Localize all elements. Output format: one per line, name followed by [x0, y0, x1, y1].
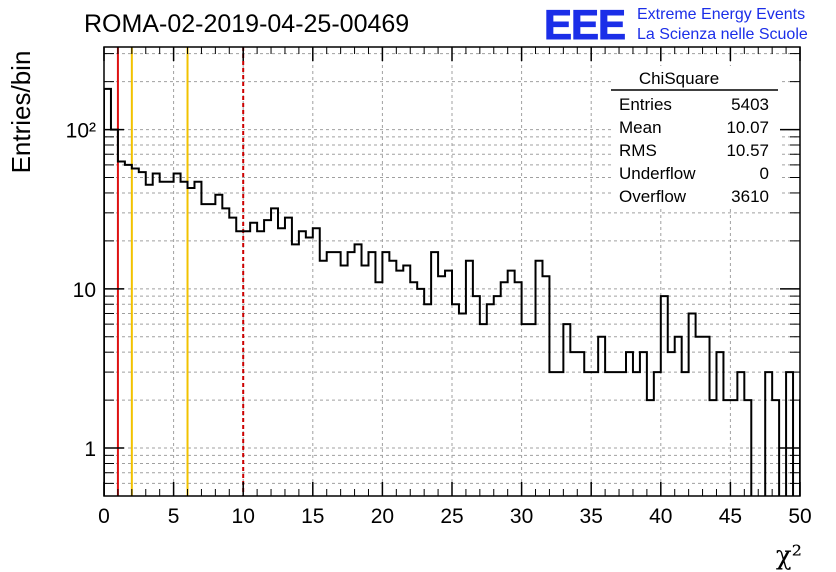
stats-label: Entries: [619, 95, 672, 114]
chart-title: ROMA-02-2019-04-25-00469: [84, 10, 409, 38]
stats-label: Underflow: [619, 164, 696, 183]
y-tick-label: 10²: [66, 120, 96, 143]
x-tick-label: 25: [440, 505, 463, 528]
stats-box: ChiSquare Entries 5403 Mean 10.07 RMS 10.57 Un…: [611, 66, 779, 206]
x-tick-label: 30: [510, 505, 533, 528]
stats-box-title: ChiSquare: [639, 69, 719, 88]
y-tick-label: 1: [84, 438, 96, 461]
x-tick-label: 5: [168, 505, 180, 528]
stats-label: RMS: [619, 141, 657, 160]
x-tick-label: 40: [649, 505, 672, 528]
stats-value: 0: [760, 164, 769, 183]
y-axis-title: Entries/bin: [6, 51, 36, 174]
y-tick-label: 10: [73, 279, 96, 302]
x-axis-title: χ²: [776, 541, 802, 571]
eee-logo-line2: La Scienza nelle Scuole: [637, 26, 808, 43]
stats-label: Overflow: [619, 187, 687, 206]
reference-lines: [116, 47, 245, 496]
stats-value: 5403: [731, 95, 769, 114]
stats-value: 10.57: [726, 141, 769, 160]
stats-label: Mean: [619, 118, 662, 137]
eee-logo: EEE Extreme Energy Events La Scienza nel…: [544, 1, 808, 49]
x-tick-label: 45: [719, 505, 742, 528]
stats-rows: Entries 5403 Mean 10.07 RMS 10.57 Underflow 0 Ov…: [619, 95, 769, 206]
stats-value: 3610: [731, 187, 769, 206]
x-tick-label: 10: [232, 505, 255, 528]
axes: 0 5 10 15 20 25 30 35 40 45 50 1 10 10²: [66, 47, 812, 528]
x-tick-label: 50: [788, 505, 811, 528]
eee-logo-line1: Extreme Energy Events: [637, 6, 805, 23]
x-tick-label: 15: [301, 505, 324, 528]
stats-value: 10.07: [726, 118, 769, 137]
plot-frame: [103, 46, 801, 497]
histogram-series: [104, 87, 800, 496]
eee-logo-mark: EEE: [544, 1, 625, 48]
x-tick-label: 20: [371, 505, 394, 528]
x-tick-label: 0: [98, 505, 110, 528]
x-tick-label: 35: [580, 505, 603, 528]
